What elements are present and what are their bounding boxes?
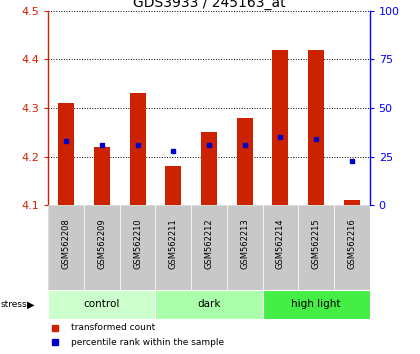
Bar [155, 205, 191, 290]
Text: GSM562215: GSM562215 [312, 218, 320, 269]
Bar [120, 205, 155, 290]
Text: dark: dark [197, 299, 220, 309]
Bar [191, 205, 227, 290]
Bar [155, 290, 262, 319]
Bar [94, 147, 110, 205]
Bar [48, 290, 155, 319]
Bar [236, 118, 253, 205]
Bar [165, 166, 181, 205]
Bar [129, 93, 146, 205]
Text: GSM562214: GSM562214 [276, 218, 285, 269]
Bar [48, 205, 84, 290]
Text: GSM562213: GSM562213 [240, 218, 249, 269]
Text: GSM562212: GSM562212 [205, 218, 213, 269]
Text: stress: stress [1, 300, 27, 309]
Bar [262, 290, 370, 319]
Text: GSM562216: GSM562216 [347, 218, 356, 269]
Bar [201, 132, 217, 205]
Text: transformed count: transformed count [71, 323, 155, 332]
Bar [272, 50, 289, 205]
Text: GSM562208: GSM562208 [62, 218, 71, 269]
Text: GSM562211: GSM562211 [169, 218, 178, 269]
Bar [262, 205, 298, 290]
Bar [334, 205, 370, 290]
Bar [308, 50, 324, 205]
Bar [298, 205, 334, 290]
Bar [344, 200, 360, 205]
Bar [227, 205, 262, 290]
Bar [58, 103, 74, 205]
Bar [84, 205, 120, 290]
Text: control: control [84, 299, 120, 309]
Text: ▶: ▶ [27, 299, 35, 309]
Text: percentile rank within the sample: percentile rank within the sample [71, 338, 224, 347]
Text: high light: high light [291, 299, 341, 309]
Text: GSM562210: GSM562210 [133, 218, 142, 269]
Text: GSM562209: GSM562209 [97, 218, 106, 269]
Title: GDS3933 / 245163_at: GDS3933 / 245163_at [133, 0, 285, 10]
